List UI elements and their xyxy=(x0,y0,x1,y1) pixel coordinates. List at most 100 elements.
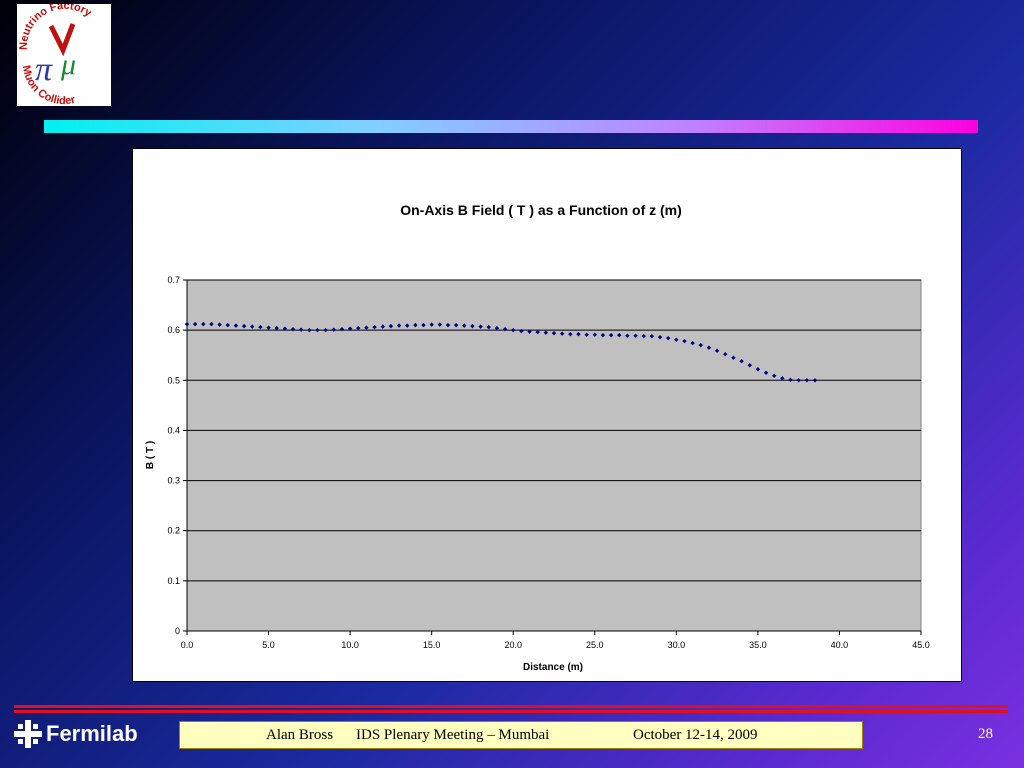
data-point xyxy=(339,326,345,332)
data-point xyxy=(576,331,581,337)
data-point xyxy=(682,338,687,344)
data-point xyxy=(739,359,744,364)
svg-text:Neutrino Factory: Neutrino Factory xyxy=(18,4,95,50)
x-tick-label: 25.0 xyxy=(586,640,604,650)
data-point xyxy=(258,324,263,330)
data-point xyxy=(356,325,361,331)
logo-top-text: Neutrino Factory xyxy=(18,0,95,50)
data-point xyxy=(192,321,198,327)
data-point xyxy=(755,367,761,372)
data-point xyxy=(665,335,671,341)
data-point xyxy=(209,321,214,327)
data-point xyxy=(307,327,312,333)
data-point xyxy=(290,326,296,332)
data-point xyxy=(812,378,818,383)
footer-rule-top xyxy=(14,705,1008,708)
page-number: 28 xyxy=(978,726,993,742)
y-tick-label: 0.1 xyxy=(167,576,180,586)
data-point xyxy=(470,323,475,329)
footer-date: October 12-14, 2009 xyxy=(633,727,758,743)
data-point xyxy=(462,323,467,328)
data-point xyxy=(551,330,557,336)
y-tick-label: 0 xyxy=(175,626,180,636)
data-point xyxy=(747,363,752,368)
data-point xyxy=(380,324,385,329)
y-tick-label: 0.2 xyxy=(167,526,180,536)
chart-panel: On-Axis B Field ( T ) as a Function of z… xyxy=(132,148,962,682)
data-point xyxy=(600,332,606,338)
data-point xyxy=(723,352,728,357)
data-point xyxy=(804,378,810,383)
data-point xyxy=(772,373,777,378)
data-point xyxy=(347,326,353,331)
x-tick-label: 15.0 xyxy=(423,640,441,650)
x-tick-label: 10.0 xyxy=(341,640,359,650)
x-axis-label: Distance (m) xyxy=(523,662,583,673)
x-tick-label: 20.0 xyxy=(504,640,522,650)
svg-text:π: π xyxy=(35,51,53,88)
fermilab-mark-icon xyxy=(14,720,42,748)
svg-text:μ: μ xyxy=(60,48,76,81)
x-tick-label: 30.0 xyxy=(668,640,686,650)
data-point xyxy=(494,325,500,331)
y-tick-label: 0.3 xyxy=(167,476,180,486)
data-point xyxy=(364,325,369,330)
neutrino-factory-logo: Neutrino Factory Muon Collider π μ xyxy=(17,0,111,107)
data-point xyxy=(233,323,239,328)
data-point xyxy=(241,323,247,329)
data-point xyxy=(478,324,483,329)
data-point xyxy=(250,324,255,329)
data-point xyxy=(437,322,443,327)
data-point xyxy=(706,345,712,350)
footer-box: Alan Bross IDS Plenary Meeting – Mumbai … xyxy=(179,721,863,749)
plot-area xyxy=(186,279,922,632)
x-tick-label: 45.0 xyxy=(912,640,930,650)
chart-title: On-Axis B Field ( T ) as a Function of z… xyxy=(400,202,682,218)
data-point xyxy=(788,377,793,382)
y-tick-label: 0.4 xyxy=(167,425,180,435)
data-point xyxy=(763,370,769,375)
data-point xyxy=(331,327,336,332)
x-tick-label: 40.0 xyxy=(831,640,849,650)
y-axis-label: B ( T ) xyxy=(145,441,156,469)
footer-rule-bottom xyxy=(14,710,1008,713)
x-tick-label: 35.0 xyxy=(749,640,767,650)
y-tick-label: 0.6 xyxy=(167,325,180,335)
fermilab-wordmark: Fermilab xyxy=(46,721,138,746)
data-point xyxy=(486,324,491,330)
data-point xyxy=(405,323,410,328)
data-point xyxy=(201,321,206,327)
data-point xyxy=(429,322,434,327)
data-point xyxy=(584,332,589,337)
data-point xyxy=(527,329,532,334)
y-tick-label: 0.5 xyxy=(167,375,180,385)
data-point xyxy=(731,355,736,360)
fermilab-logo: Fermilab xyxy=(14,718,156,750)
data-point xyxy=(714,348,720,353)
data-point xyxy=(698,342,703,348)
footer-author: Alan Bross xyxy=(266,727,334,743)
data-point xyxy=(274,325,279,331)
data-point xyxy=(266,325,271,330)
data-point xyxy=(184,321,190,327)
data-point xyxy=(282,326,288,331)
b-field-chart: On-Axis B Field ( T ) as a Function of z… xyxy=(145,202,930,673)
x-tick-label: 0.0 xyxy=(181,640,194,650)
data-point xyxy=(657,334,663,340)
y-tick-label: 0.7 xyxy=(167,275,180,285)
data-point xyxy=(633,333,638,338)
data-point xyxy=(625,333,630,338)
data-point xyxy=(372,324,377,330)
footer-meeting: IDS Plenary Meeting – Mumbai xyxy=(356,727,550,743)
data-point xyxy=(298,327,304,332)
x-tick-label: 5.0 xyxy=(262,640,275,650)
data-point xyxy=(519,328,524,334)
data-point xyxy=(608,332,614,338)
data-point xyxy=(388,323,394,329)
data-point xyxy=(690,340,695,346)
data-point xyxy=(674,337,679,342)
data-point xyxy=(502,326,508,332)
data-point xyxy=(796,378,801,383)
data-point xyxy=(396,323,402,328)
logo-graphic: Neutrino Factory Muon Collider π μ xyxy=(18,0,95,107)
